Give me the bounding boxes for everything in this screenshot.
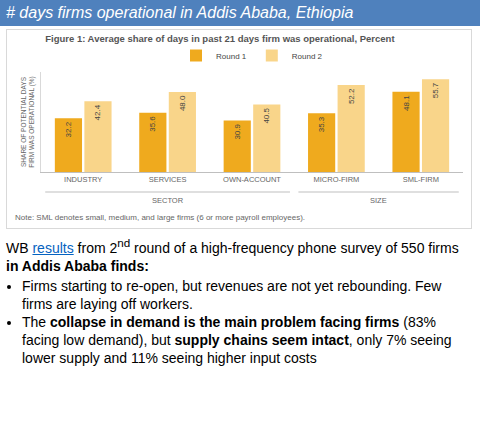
svg-text:SHARE OF POTENTIAL DAYSFIRM WA: SHARE OF POTENTIAL DAYSFIRM WAS OPERATIO…: [20, 76, 36, 168]
svg-text:35.3: 35.3: [317, 116, 326, 132]
svg-text:INDUSTRY: INDUSTRY: [64, 175, 102, 184]
svg-text:Round 2: Round 2: [292, 52, 323, 61]
svg-text:MICRO-FIRM: MICRO-FIRM: [313, 175, 359, 184]
svg-text:SIZE: SIZE: [370, 196, 387, 205]
svg-text:35.6: 35.6: [148, 116, 157, 132]
html-text:Note: SML denotes small, mediu: Note: SML denotes small, medium, and lar…: [15, 213, 305, 222]
html-text:The collapse in demand is the: The collapse in demand is the main probl…: [22, 313, 452, 366]
html-text:Firms starting to re-open, but: Firms starting to re-open, but revenues …: [22, 277, 442, 312]
svg-text:40.5: 40.5: [262, 108, 271, 124]
svg-text:30.9: 30.9: [233, 124, 242, 140]
svg-text:SERVICES: SERVICES: [149, 175, 187, 184]
svg-text:55.7: 55.7: [431, 82, 440, 98]
svg-text:Figure 1: Average share of day: Figure 1: Average share of days in past …: [45, 33, 395, 44]
svg-text:42.4: 42.4: [93, 104, 102, 120]
svg-text:SML-FIRM: SML-FIRM: [403, 175, 439, 184]
svg-text:48.0: 48.0: [178, 95, 187, 111]
html-text:WB results from 2ndround of a: WB results from 2ndround of a high-frequ…: [6, 236, 459, 256]
html-text:# days firms operational in Ad: # days firms operational in Addis Ababa,…: [6, 4, 354, 21]
svg-text:48.1: 48.1: [402, 95, 411, 111]
svg-text:OWN-ACCOUNT: OWN-ACCOUNT: [223, 175, 281, 184]
svg-text:SECTOR: SECTOR: [152, 196, 184, 205]
svg-text:Round 1: Round 1: [216, 52, 247, 61]
svg-text:52.2: 52.2: [347, 88, 356, 104]
html-text:in Addis Ababa finds:: in Addis Ababa finds:: [6, 257, 149, 274]
svg-text:32.2: 32.2: [64, 121, 73, 137]
